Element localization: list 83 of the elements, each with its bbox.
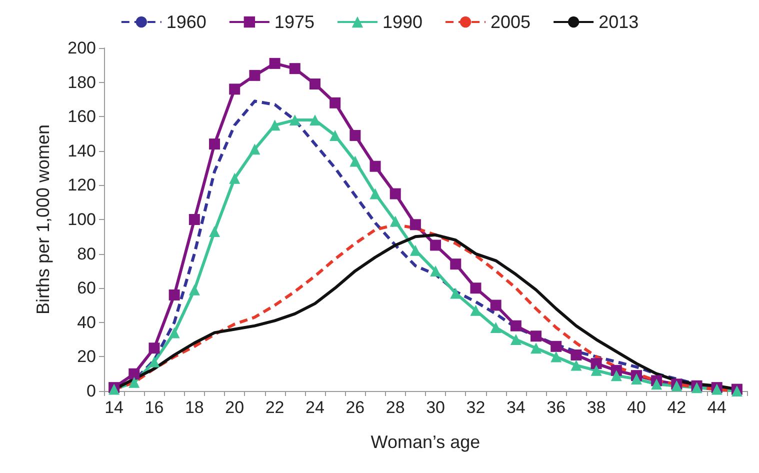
point <box>350 156 361 167</box>
point <box>390 216 401 227</box>
point <box>128 376 140 388</box>
point <box>590 358 602 370</box>
legend-label: 1990 <box>382 12 423 32</box>
x-tick-label: 28 <box>386 398 405 417</box>
point <box>490 322 502 334</box>
point <box>309 114 320 126</box>
y-tick-label: 40 <box>77 312 96 332</box>
point <box>450 258 462 270</box>
point <box>330 130 341 141</box>
legend-label: 2013 <box>598 12 639 32</box>
x-tick-label: 26 <box>346 398 365 417</box>
legend-label: 1975 <box>274 12 314 32</box>
legend-label: 2005 <box>490 12 531 32</box>
point <box>309 78 320 90</box>
y-tick-label: 100 <box>68 210 96 229</box>
x-tick-label: 32 <box>466 398 486 417</box>
x-axis-title: Woman’s age <box>370 432 480 452</box>
x-tick-label: 22 <box>265 398 284 417</box>
point <box>289 63 300 74</box>
y-tick-label: 0 <box>86 382 96 400</box>
point <box>229 84 240 95</box>
point <box>570 349 582 360</box>
y-tick-label: 160 <box>68 107 96 126</box>
x-tick-label: 38 <box>586 398 606 417</box>
point <box>269 120 280 131</box>
point <box>550 351 562 362</box>
point <box>470 304 482 316</box>
point <box>550 340 562 352</box>
point <box>530 342 542 354</box>
point <box>249 144 260 155</box>
y-tick-label: 120 <box>68 176 96 195</box>
point <box>188 214 200 225</box>
x-tick-label: 18 <box>184 398 204 417</box>
point <box>430 240 442 251</box>
point <box>168 289 180 300</box>
x-tick-label: 14 <box>104 398 124 417</box>
point <box>410 219 421 230</box>
x-tick-label: 30 <box>426 398 446 417</box>
point <box>651 378 662 390</box>
point <box>590 364 602 376</box>
point <box>490 300 502 311</box>
y-tick-label: 140 <box>68 141 96 160</box>
point <box>289 114 300 126</box>
x-tick-label: 20 <box>225 398 244 417</box>
point <box>269 58 280 69</box>
legend-label: 1960 <box>166 12 206 32</box>
y-tick-label: 200 <box>68 38 96 58</box>
point <box>370 160 381 172</box>
point <box>209 138 220 150</box>
point <box>410 244 421 256</box>
point <box>630 373 642 384</box>
y-tick-label: 60 <box>77 278 96 298</box>
x-tick-label: 42 <box>667 398 686 417</box>
point <box>570 360 582 371</box>
y-tick-label: 20 <box>77 347 96 366</box>
point <box>350 130 361 141</box>
x-tick-label: 34 <box>506 398 526 417</box>
point <box>249 70 260 81</box>
x-tick-label: 44 <box>707 398 726 417</box>
point <box>610 370 622 382</box>
x-tick-label: 16 <box>144 398 164 417</box>
point <box>209 226 220 238</box>
point <box>370 188 381 200</box>
point <box>330 97 341 108</box>
y-tick-label: 180 <box>68 72 96 92</box>
point <box>450 288 462 299</box>
point <box>390 188 401 200</box>
x-tick-label: 40 <box>627 398 646 417</box>
point <box>470 282 482 294</box>
point <box>530 330 542 342</box>
point <box>188 284 200 296</box>
point <box>148 342 160 354</box>
point <box>510 334 522 346</box>
x-tick-label: 24 <box>306 398 324 417</box>
point <box>128 368 140 380</box>
y-tick-label: 80 <box>77 244 96 264</box>
point <box>229 172 240 184</box>
point <box>510 320 522 332</box>
y-axis-title: Births per 1,000 women <box>33 124 53 315</box>
point <box>168 327 180 338</box>
x-tick-label: 36 <box>546 398 566 417</box>
